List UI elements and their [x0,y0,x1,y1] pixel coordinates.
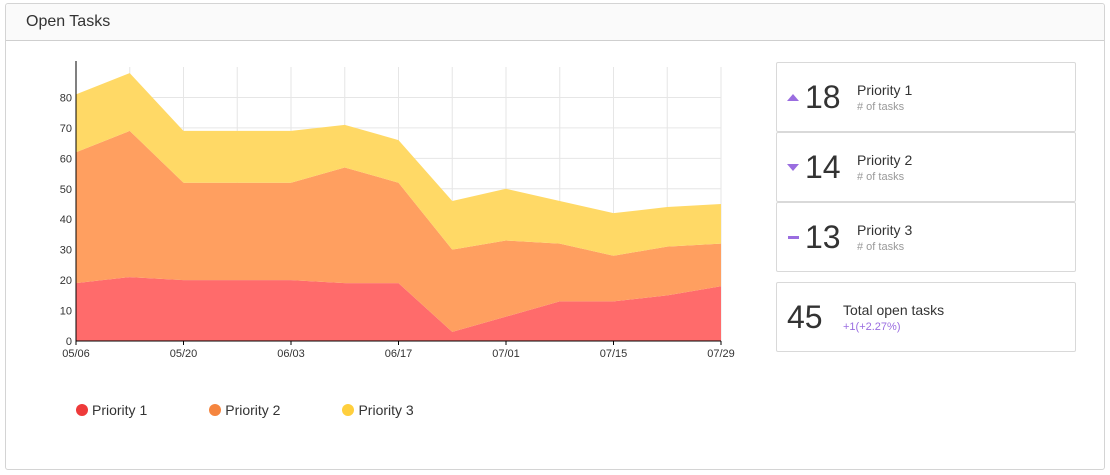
panel-header: Open Tasks [6,4,1104,41]
total-label: Total open tasks [843,301,945,318]
card-sub: # of tasks [857,100,905,113]
y-tick-label: 70 [60,123,72,135]
legend-dot-priority-2 [209,404,222,416]
x-tick-label: 07/01 [492,348,520,360]
area-series-3 [76,73,721,256]
legend-item-priority-1[interactable]: Priority 1 [76,402,147,418]
card-total-open-tasks: 45 Total open tasks +1(+2.27%) [776,282,1076,352]
legend-label: Priority 2 [225,402,281,418]
stacked-area-chart: 0 10 20 30 40 50 60 70 80 05/06 05/20 06/03 06/17 07/… [60,61,735,360]
trend-up-icon [787,93,799,101]
legend-label: Priority 3 [358,402,414,418]
y-tick-label: 0 [66,336,72,348]
x-tick-label: 05/06 [62,348,90,360]
x-tick-label: 05/20 [170,348,198,360]
y-tick-label: 30 [60,245,72,257]
legend-item-priority-3[interactable]: Priority 3 [342,402,414,418]
card-priority-1: 18 Priority 1 # of tasks [776,62,1076,132]
card-label: Priority 3 [857,221,913,238]
card-value: 14 [805,148,841,185]
x-tick-label: 07/15 [600,348,628,360]
y-tick-label: 40 [60,214,72,226]
card-label: Priority 1 [857,81,913,98]
legend-label: Priority 1 [92,402,148,418]
summary-cards: 18 Priority 1 # of tasks 14 Priority 2 #… [776,62,1076,352]
y-tick-label: 50 [60,184,72,196]
card-sub: # of tasks [857,240,905,253]
total-value: 45 [787,298,823,335]
card-value: 13 [805,218,841,255]
x-tick-label: 06/17 [385,348,413,360]
card-label: Priority 2 [857,151,913,168]
y-tick-label: 80 [60,92,72,104]
card-priority-3: 13 Priority 3 # of tasks [776,202,1076,272]
legend-dot-priority-3 [342,404,355,416]
y-tick-label: 10 [60,306,72,318]
x-tick-label: 07/29 [707,348,735,360]
legend-item-priority-2[interactable]: Priority 2 [209,402,280,418]
card-priority-2: 14 Priority 2 # of tasks [776,132,1076,202]
open-tasks-panel: Open Tasks 0 10 20 30 40 50 60 70 80 05/06 05/20 06… [5,3,1105,470]
card-value: 18 [805,78,841,115]
y-tick-label: 20 [60,275,72,287]
legend-dot-priority-1 [76,404,88,416]
trend-flat-icon [787,235,799,239]
total-change: +1(+2.27%) [843,320,901,333]
trend-down-icon [787,163,799,171]
x-tick-label: 06/03 [277,348,305,360]
y-tick-label: 60 [60,153,72,165]
area-series-1 [76,277,721,341]
card-sub: # of tasks [857,170,905,183]
panel-title: Open Tasks [26,13,111,30]
chart-legend: Priority 1 Priority 2 Priority 3 [76,402,414,418]
area-series-2 [76,130,721,332]
